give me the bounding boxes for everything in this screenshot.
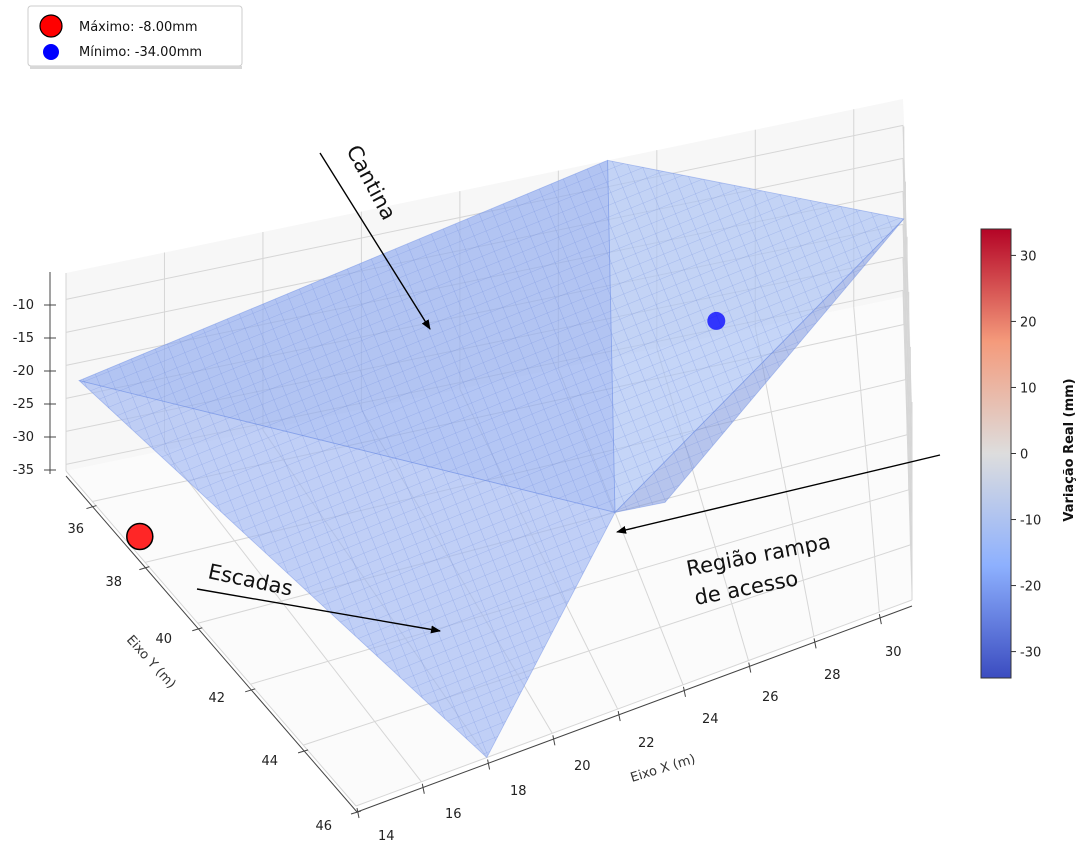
legend-max-marker — [40, 15, 62, 37]
z-tick-label: -20 — [13, 364, 34, 379]
x-tick-mark — [422, 784, 424, 794]
colorbar-gradient — [981, 229, 1011, 678]
y-tick-label: 36 — [67, 522, 84, 537]
y-tick-label: 42 — [208, 691, 225, 706]
data-point-maximo — [127, 524, 153, 550]
x-tick-label: 24 — [702, 712, 719, 727]
legend-max-label: Máximo: -8.00mm — [79, 20, 198, 35]
colorbar-tick-label: 10 — [1020, 381, 1037, 396]
colorbar-tick-label: -20 — [1020, 580, 1041, 595]
colorbar-tick-label: -30 — [1020, 646, 1041, 661]
x-axis-label: Eixo X (m) — [629, 752, 698, 786]
colorbar-tick-label: 0 — [1020, 448, 1028, 463]
legend: Máximo: -8.00mm Mínimo: -34.00mm — [28, 6, 242, 69]
colorbar-tick-label: -10 — [1020, 514, 1041, 529]
x-tick-label: 18 — [510, 784, 527, 799]
y-tick-label: 44 — [261, 754, 278, 769]
x-tick-mark — [683, 687, 685, 697]
z-tick-label: -25 — [13, 397, 34, 412]
x-tick-label: 26 — [762, 690, 779, 705]
y-tick-label: 46 — [315, 819, 332, 834]
colorbar: 30 20 10 0 -10 -20 -30 Variação Real (mm) — [981, 229, 1077, 678]
x-tick-mark — [553, 735, 555, 745]
x-tick-mark — [749, 663, 751, 673]
x-tick-mark — [357, 808, 359, 818]
x-tick-label: 14 — [378, 829, 395, 844]
z-tick-label: -10 — [13, 298, 34, 313]
legend-min-marker — [43, 44, 59, 60]
x-tick-label: 20 — [574, 759, 591, 774]
x-tick-label: 22 — [638, 736, 655, 751]
y-tick-label: 38 — [105, 575, 122, 590]
x-tick-label: 16 — [445, 807, 462, 822]
z-tick-label: -30 — [13, 430, 34, 445]
x-tick-mark — [814, 638, 816, 648]
legend-min-label: Mínimo: -34.00mm — [79, 45, 202, 60]
x-tick-mark — [618, 711, 620, 721]
colorbar-tick-label: 20 — [1020, 315, 1037, 330]
colorbar-tick-label: 30 — [1020, 249, 1037, 264]
z-tick-label: -15 — [13, 331, 34, 346]
x-tick-label: 28 — [824, 668, 841, 683]
x-tick-mark — [488, 760, 490, 770]
y-tick-label: 40 — [155, 632, 172, 647]
x-tick-label: 30 — [885, 645, 902, 660]
x-tick-mark — [879, 614, 881, 624]
data-point-minimo — [707, 312, 725, 330]
colorbar-label: Variação Real (mm) — [1062, 378, 1077, 521]
z-tick-labels: -10 -15 -20 -25 -30 -35 — [13, 298, 34, 478]
colorbar-ticks: 30 20 10 0 -10 -20 -30 — [1011, 249, 1041, 660]
z-tick-label: -35 — [13, 463, 34, 478]
legend-shadow — [30, 66, 242, 69]
